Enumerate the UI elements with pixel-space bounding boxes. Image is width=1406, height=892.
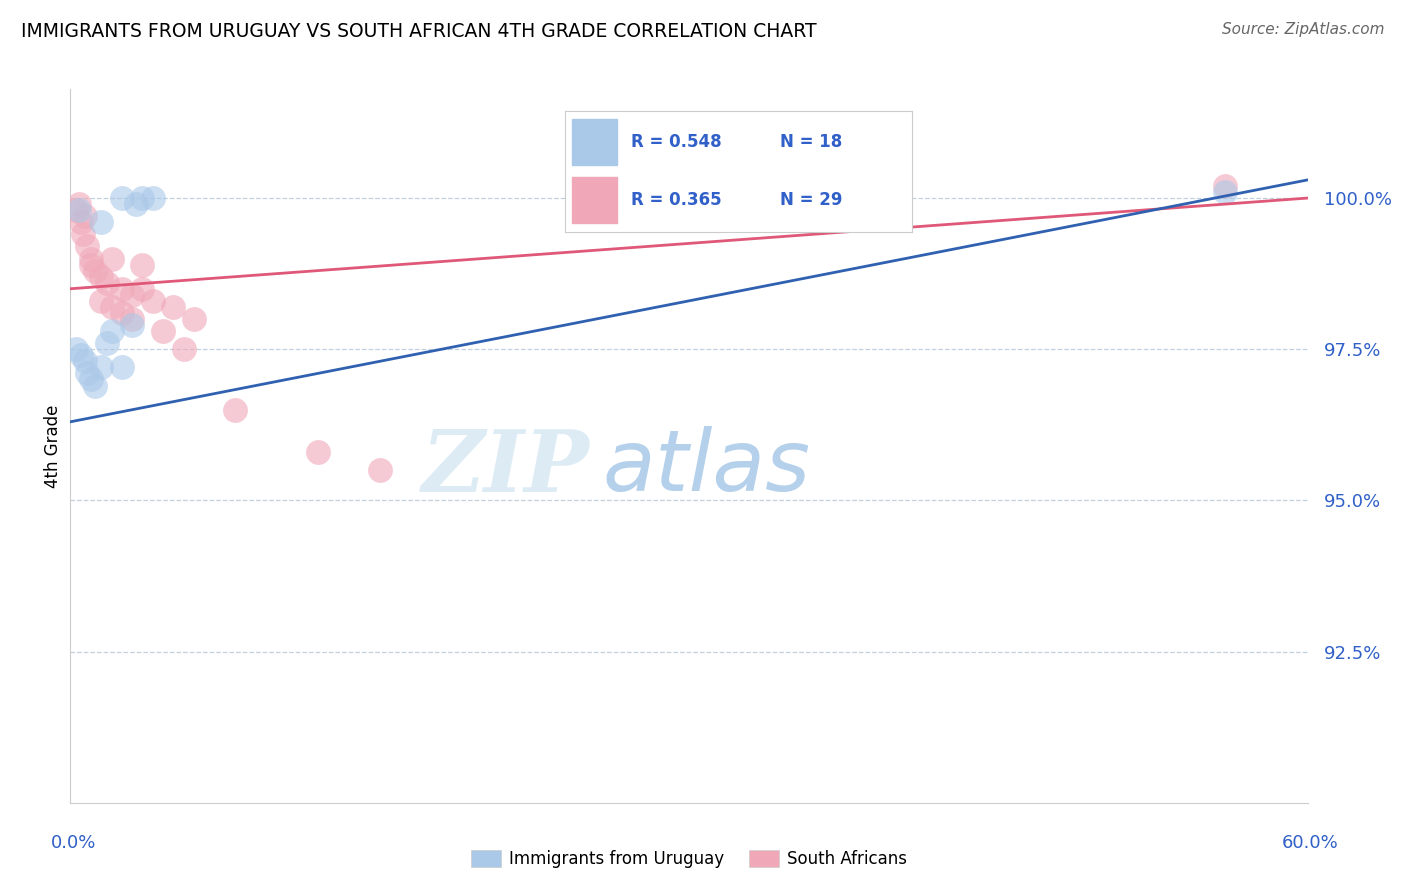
- Point: [90, 215, 112, 229]
- Text: 60.0%: 60.0%: [1282, 834, 1339, 852]
- Point: [111, 306, 134, 320]
- Y-axis label: 4th Grade: 4th Grade: [44, 404, 62, 488]
- Point: [142, 191, 165, 205]
- Point: [84, 378, 107, 392]
- Point: [69, 215, 91, 229]
- Point: [121, 288, 143, 302]
- Point: [73, 354, 96, 368]
- Point: [173, 343, 195, 357]
- Point: [152, 324, 174, 338]
- Point: [65, 343, 87, 357]
- Point: [69, 348, 91, 362]
- Text: 0.0%: 0.0%: [51, 834, 96, 852]
- Point: [90, 360, 112, 375]
- Point: [90, 293, 112, 308]
- Point: [80, 372, 103, 386]
- Point: [121, 312, 143, 326]
- Point: [80, 258, 103, 272]
- Point: [131, 282, 153, 296]
- Point: [111, 191, 134, 205]
- Point: [100, 324, 122, 338]
- Point: [72, 227, 94, 242]
- Point: [100, 300, 122, 314]
- Point: [67, 197, 90, 211]
- Point: [76, 367, 98, 381]
- Point: [111, 282, 134, 296]
- Point: [65, 203, 87, 218]
- Point: [67, 203, 90, 218]
- Point: [125, 197, 148, 211]
- Point: [100, 252, 122, 266]
- Point: [84, 263, 107, 277]
- Point: [183, 312, 205, 326]
- Point: [90, 269, 112, 284]
- Point: [131, 191, 153, 205]
- Point: [162, 300, 184, 314]
- Text: Source: ZipAtlas.com: Source: ZipAtlas.com: [1222, 22, 1385, 37]
- Point: [73, 209, 96, 223]
- Point: [307, 445, 329, 459]
- Point: [111, 360, 134, 375]
- Point: [96, 276, 118, 290]
- Point: [131, 258, 153, 272]
- Legend: Immigrants from Uruguay, South Africans: Immigrants from Uruguay, South Africans: [464, 843, 914, 875]
- Point: [121, 318, 143, 332]
- Point: [1213, 178, 1236, 193]
- Point: [96, 336, 118, 351]
- Text: IMMIGRANTS FROM URUGUAY VS SOUTH AFRICAN 4TH GRADE CORRELATION CHART: IMMIGRANTS FROM URUGUAY VS SOUTH AFRICAN…: [21, 22, 817, 41]
- Text: atlas: atlas: [602, 425, 810, 509]
- Point: [76, 239, 98, 253]
- Point: [224, 402, 246, 417]
- Point: [368, 463, 391, 477]
- Text: ZIP: ZIP: [422, 425, 591, 509]
- Point: [142, 293, 165, 308]
- Point: [1213, 185, 1236, 199]
- Point: [80, 252, 103, 266]
